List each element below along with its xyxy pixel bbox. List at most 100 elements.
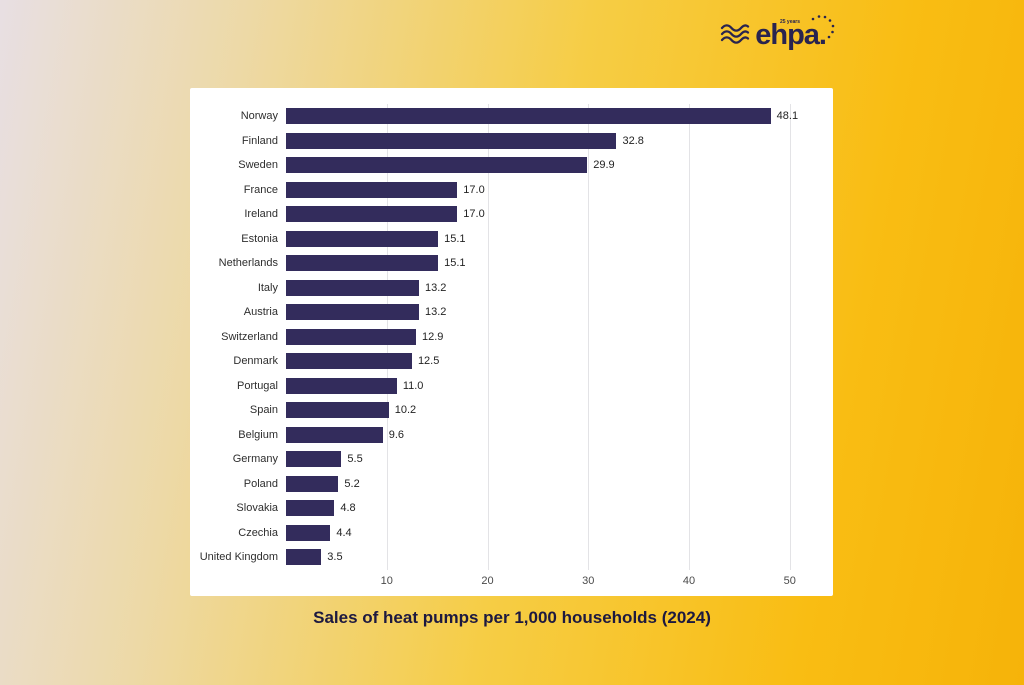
- country-label: Sweden: [238, 159, 278, 172]
- country-label: Finland: [241, 134, 278, 147]
- bar-row: Austria 13.2: [190, 300, 833, 325]
- bar-row: Finland 32.8: [190, 129, 833, 154]
- bar: [286, 255, 439, 272]
- waves-icon: [720, 23, 750, 50]
- country-label: Denmark: [233, 355, 278, 368]
- country-label: Germany: [232, 453, 278, 466]
- bar-value-label: 17.0: [463, 183, 485, 196]
- country-label: United Kingdom: [199, 551, 278, 564]
- bar-row: Switzerland 12.9: [190, 325, 833, 350]
- bar: [286, 524, 331, 541]
- bar-area: 15.1: [286, 227, 815, 252]
- bar-area: 12.5: [286, 349, 815, 374]
- bar-area: 3.5: [286, 545, 815, 570]
- bar-row: Ireland 17.0: [190, 202, 833, 227]
- bar-row: Czechia 4.4: [190, 521, 833, 546]
- bar-area: 4.8: [286, 496, 815, 521]
- bar-area: 4.4: [286, 521, 815, 546]
- bar: [286, 181, 458, 198]
- bar-area: 12.9: [286, 325, 815, 350]
- chart-caption: Sales of heat pumps per 1,000 households…: [313, 608, 711, 627]
- bar-area: 11.0: [286, 374, 815, 399]
- bar-row: Sweden 29.9: [190, 153, 833, 178]
- bar: [286, 500, 335, 517]
- bar: [286, 549, 322, 566]
- bar-rows: Norway 48.1 Finland 32.8 Sweden 29.9 France 17.…: [190, 104, 833, 570]
- country-label: Poland: [243, 477, 278, 490]
- bar: [286, 353, 412, 370]
- bar: [286, 230, 439, 247]
- bar-area: 48.1: [286, 104, 815, 129]
- bar-chart: Norway 48.1 Finland 32.8 Sweden 29.9 France 17.…: [190, 88, 833, 587]
- bar-row: Poland 5.2: [190, 472, 833, 497]
- bar-value-label: 32.8: [622, 134, 644, 147]
- bar-value-label: 5.5: [347, 453, 363, 466]
- bar-row: France 17.0: [190, 178, 833, 203]
- bar-value-label: 10.2: [394, 404, 417, 417]
- x-tick-label: 40: [682, 574, 696, 587]
- gridline: [689, 104, 691, 570]
- bar-value-label: 9.6: [388, 428, 405, 441]
- bar-value-label: 12.5: [417, 355, 440, 368]
- country-label: Ireland: [244, 208, 278, 221]
- bar-value-label: 15.1: [444, 257, 466, 270]
- bar-row: Italy 13.2: [190, 276, 833, 301]
- bar-row: Portugal 11.0: [190, 374, 833, 399]
- bar-value-label: 29.9: [593, 159, 615, 172]
- country-label: Italy: [257, 281, 278, 294]
- bar-area: 10.2: [286, 398, 815, 423]
- country-label: Spain: [249, 404, 278, 417]
- bar: [286, 157, 588, 174]
- bar-value-label: 4.4: [336, 526, 352, 539]
- bar-area: 29.9: [286, 153, 815, 178]
- ehpa-logo: ehpa. 25 years: [720, 15, 835, 51]
- bar-value-label: 13.2: [425, 281, 447, 294]
- bar-value-label: 48.1: [776, 110, 799, 123]
- bar-value-label: 12.9: [421, 330, 444, 343]
- bar-value-label: 17.0: [463, 208, 485, 221]
- country-label: Netherlands: [218, 257, 278, 270]
- country-label: Portugal: [237, 379, 278, 392]
- bar: [286, 304, 419, 321]
- bar-row: Slovakia 4.8: [190, 496, 833, 521]
- bar-area: 5.5: [286, 447, 815, 472]
- bar: [286, 451, 342, 468]
- bar: [286, 475, 339, 492]
- bar: [286, 402, 389, 419]
- bar-area: 13.2: [286, 276, 815, 301]
- country-label: France: [243, 183, 278, 196]
- logo-text: ehpa.: [755, 19, 827, 51]
- bar-value-label: 4.8: [340, 502, 356, 515]
- bar: [286, 377, 397, 394]
- country-label: Switzerland: [221, 330, 278, 343]
- logo-tagline: 25 years: [779, 19, 800, 25]
- x-tick-label: 20: [481, 574, 494, 587]
- x-tick-label: 10: [380, 574, 393, 587]
- country-label: Czechia: [238, 526, 278, 539]
- bar-area: 9.6: [286, 423, 815, 448]
- bar-value-label: 13.2: [425, 306, 447, 319]
- bar-area: 15.1: [286, 251, 815, 276]
- bar: [286, 426, 383, 443]
- bar-value-label: 5.2: [344, 477, 360, 490]
- bar-row: Netherlands 15.1: [190, 251, 833, 276]
- bar-area: 17.0: [286, 178, 815, 203]
- gridline: [588, 104, 590, 570]
- stars-icon: [808, 14, 836, 47]
- bar-row: Denmark 12.5: [190, 349, 833, 374]
- bar-row: Spain 10.2: [190, 398, 833, 423]
- country-label: Belgium: [238, 428, 278, 441]
- bar-value-label: 11.0: [402, 379, 424, 392]
- bar-area: 5.2: [286, 472, 815, 497]
- bar: [286, 279, 419, 296]
- bar-row: Norway 48.1: [190, 104, 833, 129]
- bar: [286, 206, 458, 223]
- bar-area: 17.0: [286, 202, 815, 227]
- gridline: [789, 104, 791, 570]
- x-tick-label: 50: [783, 574, 796, 587]
- bar: [286, 108, 771, 125]
- x-tick-label: 30: [582, 574, 595, 587]
- bar-row: Estonia 15.1: [190, 227, 833, 252]
- chart-card: Norway 48.1 Finland 32.8 Sweden 29.9 France 17.…: [190, 88, 833, 596]
- gridline: [487, 104, 489, 570]
